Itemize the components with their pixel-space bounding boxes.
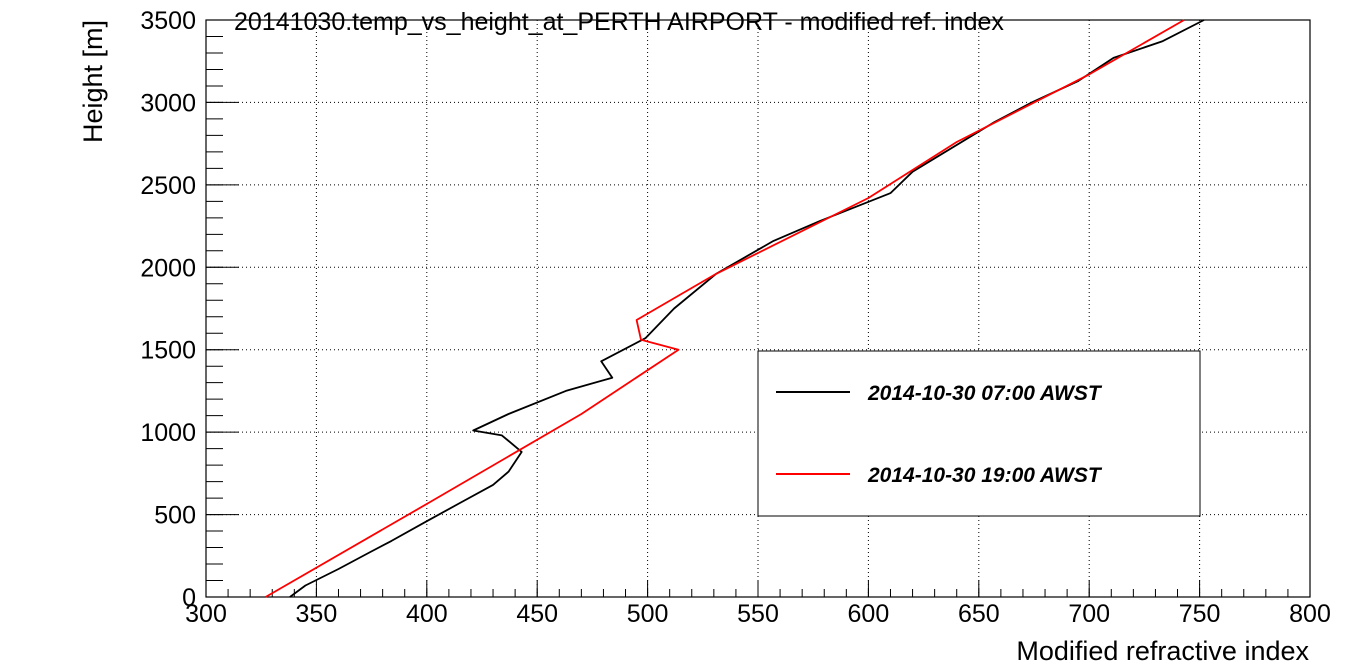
x-tick-label: 550 xyxy=(737,600,779,628)
x-tick-label: 450 xyxy=(516,600,558,628)
x-tick-label: 800 xyxy=(1289,600,1331,628)
x-tick-label: 500 xyxy=(627,600,669,628)
y-tick-label: 2000 xyxy=(140,254,196,282)
tick-labels: 300 350 400 450 500 550 600 650 700 750 800 0 500 100… xyxy=(140,7,1330,628)
x-tick-label: 750 xyxy=(1179,600,1221,628)
legend-label-0: 2014-10-30 07:00 AWST xyxy=(867,382,1103,405)
legend-label-1: 2014-10-30 19:00 AWST xyxy=(867,464,1103,487)
y-tick-label: 500 xyxy=(154,502,196,530)
y-tick-label: 2500 xyxy=(140,172,196,200)
x-tick-label: 350 xyxy=(296,600,338,628)
x-axis-title: Modified refractive index xyxy=(1016,636,1309,665)
y-axis-title: Height [m] xyxy=(78,20,108,143)
y-tick-label: 0 xyxy=(182,584,196,612)
x-tick-label: 600 xyxy=(848,600,890,628)
chart-title: 20141030.temp_vs_height_at_PERTH AIRPORT… xyxy=(234,8,1004,36)
x-tick-label: 700 xyxy=(1068,600,1110,628)
legend: 2014-10-30 07:00 AWST 2014-10-30 19:00 A… xyxy=(757,350,1201,517)
y-tick-label: 3500 xyxy=(140,7,196,35)
x-tick-label: 300 xyxy=(185,600,227,628)
series xyxy=(265,19,1205,598)
y-tick-label: 1500 xyxy=(140,337,196,365)
x-tick-label: 650 xyxy=(958,600,1000,628)
y-tick-label: 3000 xyxy=(140,89,196,117)
x-tick-label: 400 xyxy=(406,600,448,628)
axis-ticks xyxy=(205,19,1311,598)
series-line-1 xyxy=(265,19,1185,598)
legend-box xyxy=(757,350,1201,517)
y-tick-label: 1000 xyxy=(140,419,196,447)
